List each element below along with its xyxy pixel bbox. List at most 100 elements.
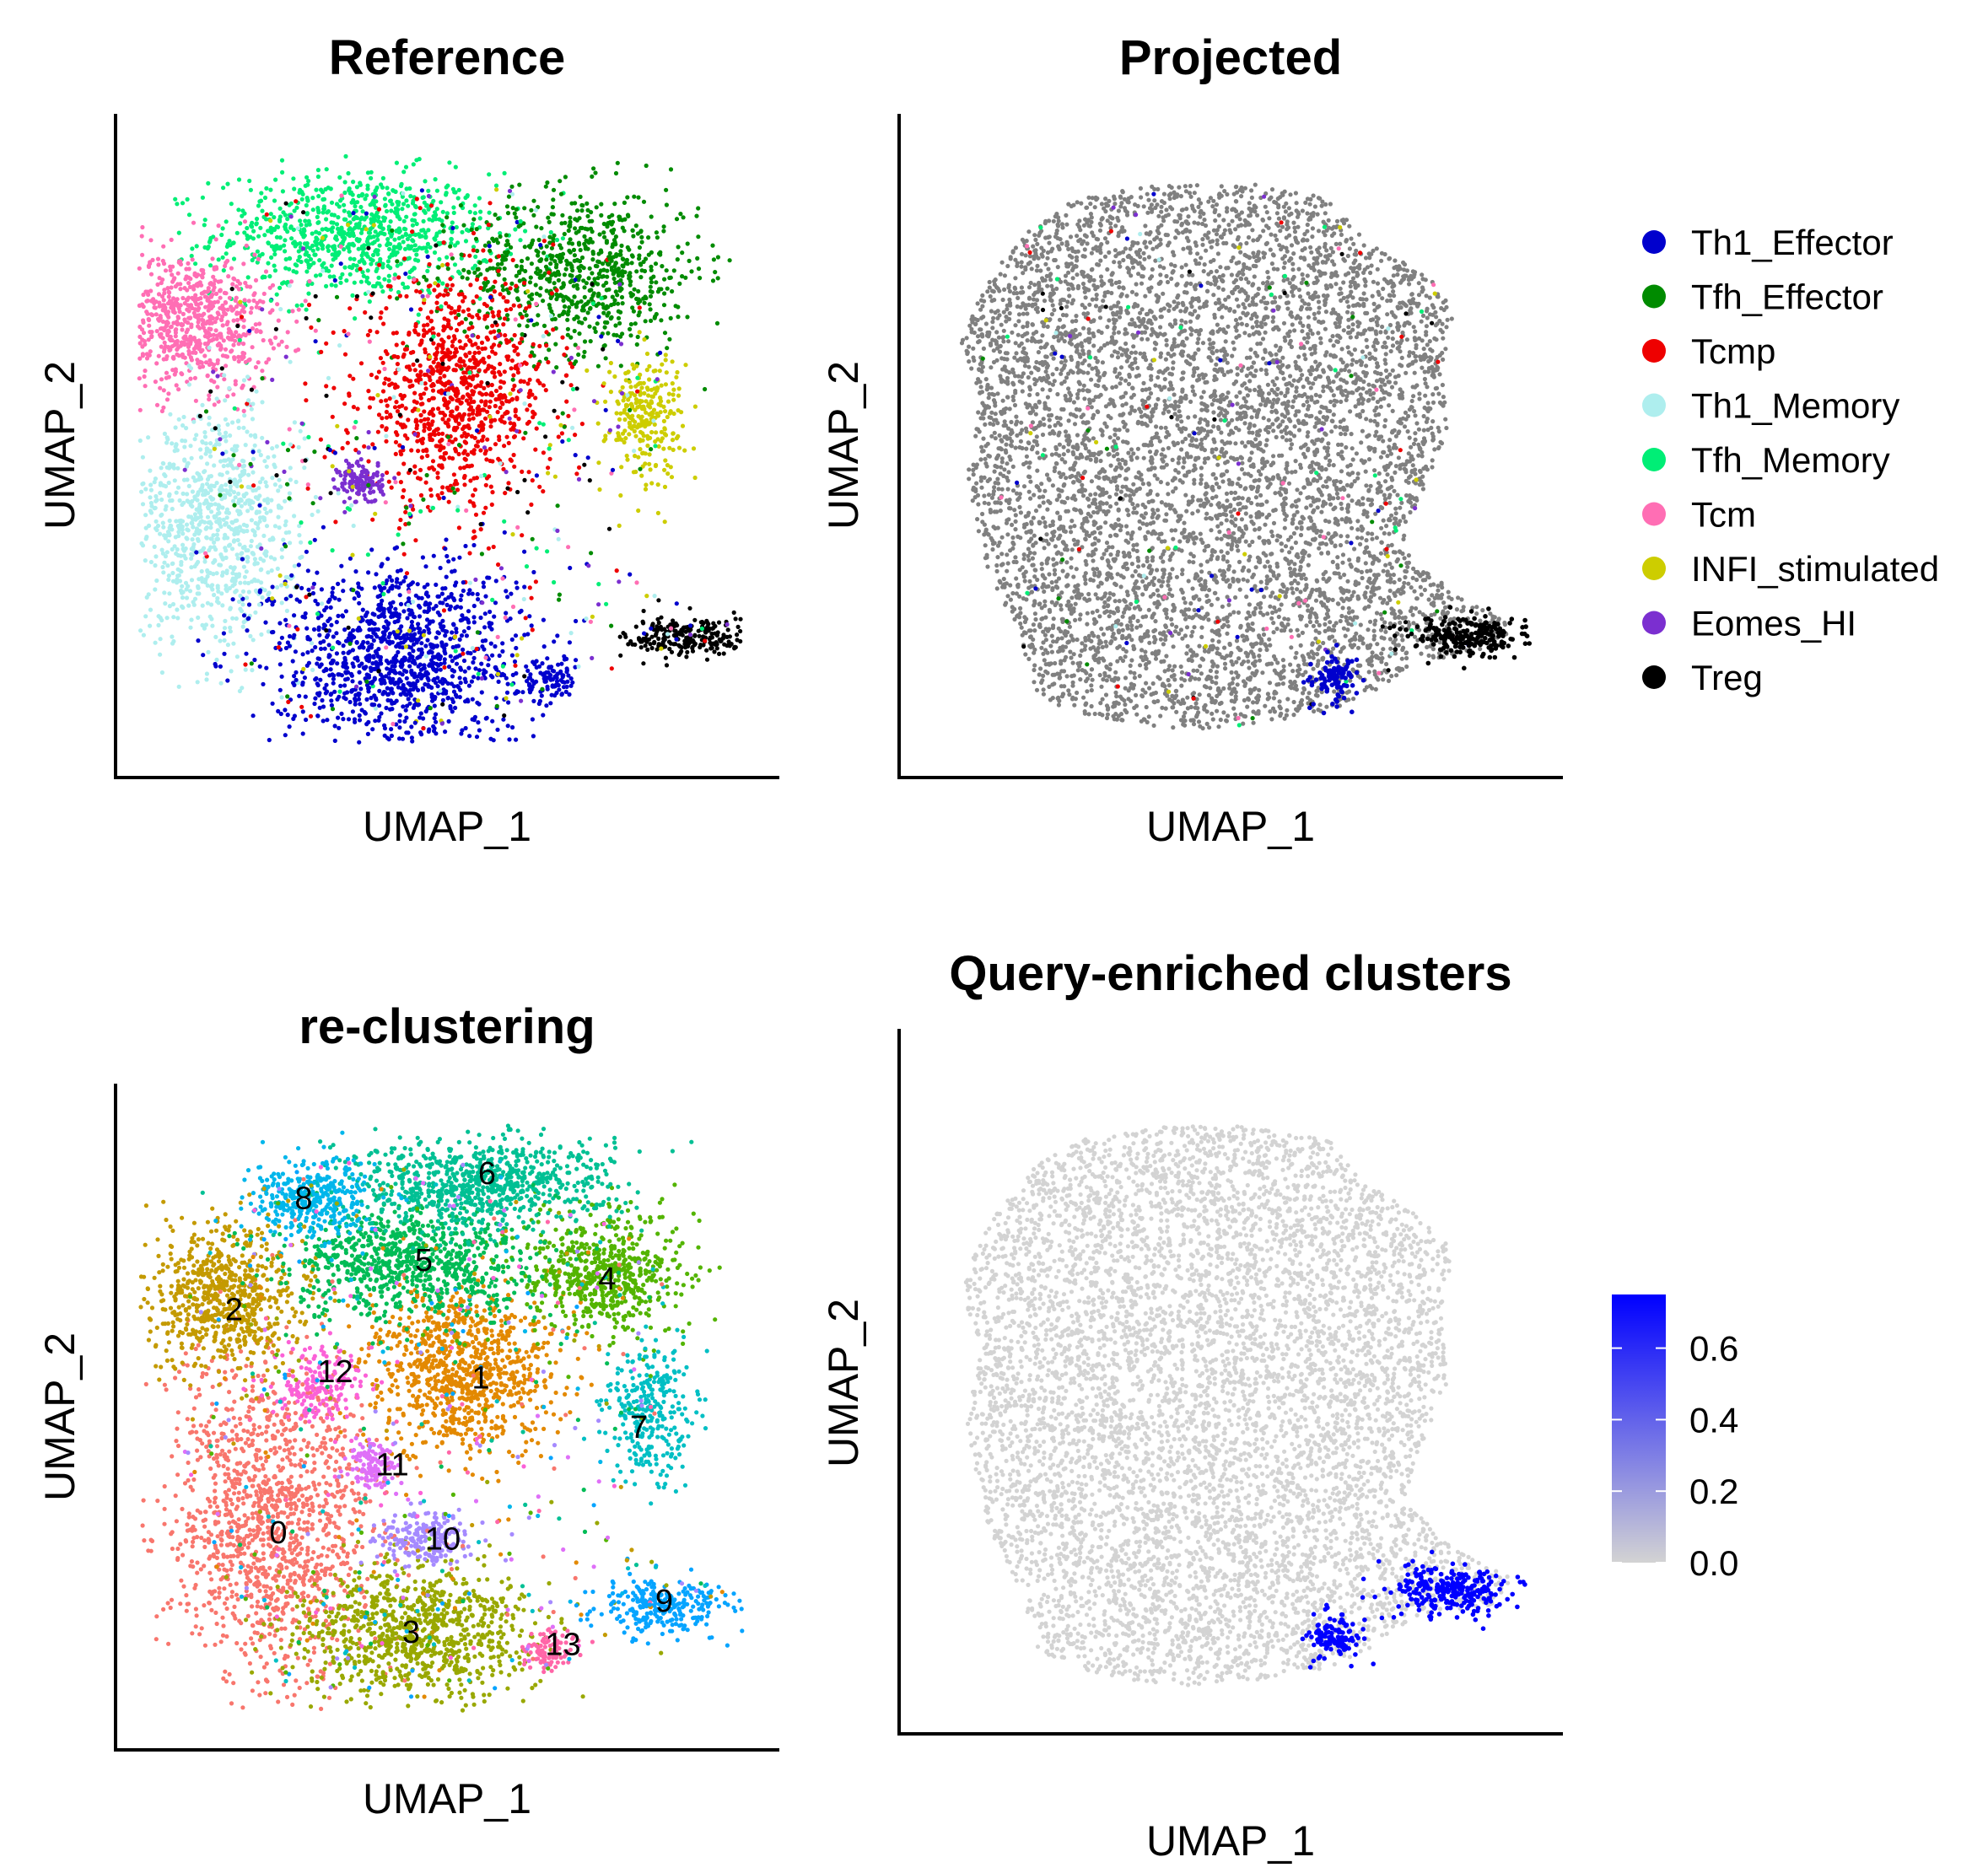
cell-point (398, 713, 402, 718)
cell-point (207, 503, 212, 507)
cell-point (366, 170, 370, 175)
cell-point (638, 330, 642, 334)
cell-point (498, 379, 503, 384)
cell-point (515, 296, 520, 300)
cell-point (566, 333, 570, 337)
cell-point (660, 363, 664, 367)
cell-point (201, 653, 205, 657)
cell-point (467, 375, 471, 379)
cell-point (393, 272, 397, 277)
cell-point (597, 272, 601, 276)
cell-point (249, 433, 253, 438)
cell-point (330, 590, 334, 595)
cell-point (618, 335, 622, 339)
cell-point (503, 316, 507, 320)
cell-point (371, 198, 375, 202)
cell-point (654, 261, 658, 266)
cell-point (237, 342, 241, 346)
cell-point (686, 241, 690, 245)
cell-point (347, 250, 352, 254)
cell-point (164, 324, 169, 328)
cell-point (575, 258, 579, 262)
cell-point (384, 428, 388, 432)
cell-point (649, 395, 654, 399)
cell-point (484, 260, 488, 264)
cell-point (618, 493, 622, 498)
cell-point (568, 273, 573, 277)
cell-point (399, 480, 403, 484)
cell-point (141, 318, 145, 322)
cell-point (331, 477, 336, 482)
cell-point (477, 728, 482, 732)
cell-point (227, 511, 231, 515)
cell-point (458, 339, 462, 343)
cell-point (359, 216, 364, 220)
cell-point (273, 465, 277, 469)
cell-point (432, 467, 436, 471)
cell-point (675, 217, 679, 221)
cell-point (158, 332, 162, 336)
cell-point (149, 560, 154, 564)
cell-point (159, 513, 164, 517)
cell-point (191, 489, 195, 493)
cell-point (566, 414, 570, 418)
cell-point (223, 264, 227, 268)
cell-point (396, 471, 401, 476)
cell-point (186, 261, 190, 266)
cell-point (622, 408, 627, 412)
cell-point (238, 542, 242, 546)
cell-point (544, 257, 548, 261)
cell-point (635, 342, 639, 347)
cell-point (458, 466, 462, 470)
cell-point (444, 191, 449, 195)
cell-point (561, 281, 565, 285)
cell-point (227, 386, 231, 390)
cell-point (438, 229, 442, 234)
cell-point (612, 202, 617, 206)
cell-point (405, 377, 409, 381)
cell-point (243, 219, 247, 223)
cell-point (500, 401, 504, 406)
cell-point (315, 221, 320, 225)
cell-point (490, 393, 494, 397)
cell-point (624, 378, 628, 382)
cell-point (182, 553, 186, 557)
cell-point (366, 268, 370, 272)
cell-point (387, 480, 391, 484)
cell-point (449, 396, 453, 400)
cell-point (191, 420, 196, 424)
cell-point (297, 533, 301, 537)
cell-point (307, 303, 311, 307)
cell-point (317, 657, 321, 661)
cell-point (402, 219, 407, 223)
cell-point (440, 432, 444, 436)
cell-point (413, 243, 418, 247)
cell-point (196, 516, 200, 520)
cell-point (656, 511, 660, 515)
cell-point (211, 533, 215, 537)
cell-point (334, 283, 338, 288)
cell-point (167, 493, 171, 498)
cell-point (189, 325, 193, 329)
cell-point (712, 257, 716, 261)
cell-point (281, 538, 285, 542)
cell-point (544, 388, 548, 392)
cell-point (302, 466, 306, 470)
cell-point (493, 289, 497, 293)
cell-point (525, 313, 529, 317)
cell-point (252, 253, 256, 257)
cell-point (462, 629, 466, 633)
cell-point (531, 199, 536, 203)
cell-point (437, 257, 441, 261)
cell-point (505, 435, 509, 439)
cell-point (497, 434, 501, 439)
cell-point (191, 476, 196, 480)
cell-point (440, 417, 444, 421)
cell-point (250, 668, 254, 672)
cell-point (716, 276, 720, 280)
cell-point (404, 670, 408, 674)
cell-point (158, 532, 162, 536)
cell-point (461, 451, 466, 455)
cell-point (446, 559, 450, 563)
cell-point (337, 491, 341, 495)
